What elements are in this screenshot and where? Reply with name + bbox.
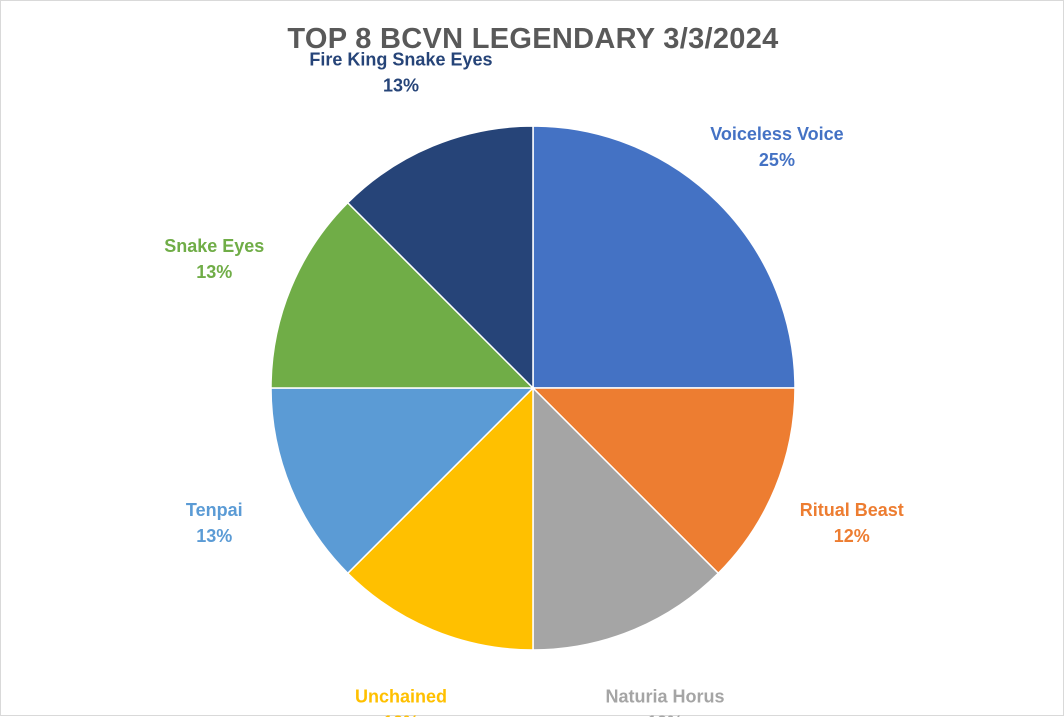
pie-slice-fire-king-snake-eyes	[346, 125, 534, 390]
pie-slice-tenpai	[270, 387, 535, 575]
pie-slice-voiceless-voice	[532, 125, 796, 389]
data-label-percent: 12%	[647, 713, 683, 717]
data-label-percent: 13%	[196, 262, 232, 282]
data-label-percent: 12%	[834, 526, 870, 546]
data-label-fire-king-snake-eyes: Fire King Snake Eyes 13%	[309, 49, 492, 95]
data-label-name: Unchained	[355, 687, 447, 707]
pie-slice-snake-eyes	[270, 201, 535, 389]
data-label-percent: 12%	[383, 713, 419, 717]
pie-slice-unchained	[346, 386, 534, 651]
data-label-name: Fire King Snake Eyes	[309, 49, 492, 69]
data-label-percent: 25%	[759, 150, 795, 170]
data-label-unchained: Unchained 12%	[355, 687, 447, 717]
data-label-voiceless-voice: Voiceless Voice 25%	[710, 124, 843, 170]
pie-slice-naturia-horus	[532, 386, 720, 651]
data-label-name: Snake Eyes	[164, 236, 264, 256]
data-label-tenpai: Tenpai 13%	[186, 500, 243, 546]
data-label-name: Voiceless Voice	[710, 124, 843, 144]
data-label-snake-eyes: Snake Eyes 13%	[164, 236, 264, 282]
data-label-name: Naturia Horus	[606, 687, 725, 707]
data-label-percent: 13%	[196, 526, 232, 546]
data-label-percent: 13%	[383, 75, 419, 95]
data-label-name: Ritual Beast	[800, 500, 904, 520]
data-label-naturia-horus: Naturia Horus 12%	[606, 687, 725, 717]
pie-slice-ritual-beast	[531, 387, 796, 575]
data-label-ritual-beast: Ritual Beast 12%	[800, 500, 904, 546]
chart-title: TOP 8 BCVN LEGENDARY 3/3/2024	[287, 23, 779, 55]
data-label-name: Tenpai	[186, 500, 243, 520]
